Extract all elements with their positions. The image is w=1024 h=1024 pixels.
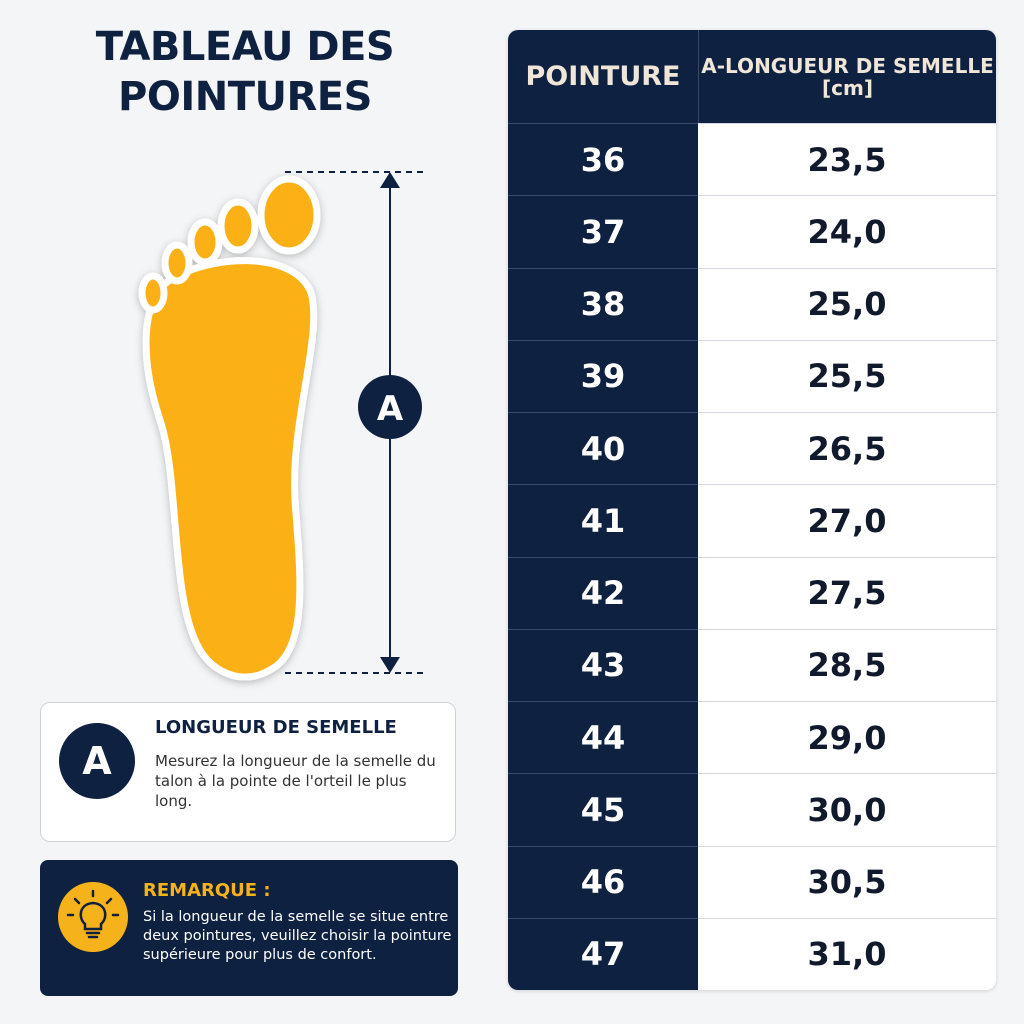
size-cell: 47 xyxy=(508,917,698,990)
size-cell: 43 xyxy=(508,628,698,701)
table-row: 36 23,5 xyxy=(508,123,996,196)
size-cell: 39 xyxy=(508,339,698,412)
size-cell: 38 xyxy=(508,267,698,340)
size-table: POINTURE A-LONGUEUR DE SEMELLE [cm] 36 23… xyxy=(508,30,996,990)
table-row: 46 30,5 xyxy=(508,845,996,918)
marker-circle xyxy=(358,375,422,439)
table-row: 45 30,0 xyxy=(508,773,996,846)
length-cell: 25,0 xyxy=(807,285,887,324)
length-cell: 29,0 xyxy=(807,718,887,757)
table-row: 44 29,0 xyxy=(508,701,996,774)
table-row: 41 27,0 xyxy=(508,484,996,557)
marker: A xyxy=(377,389,404,429)
length-cell: 28,5 xyxy=(807,646,887,685)
length-cell: 27,0 xyxy=(807,501,887,540)
size-cell: 41 xyxy=(508,484,698,557)
column-header: A-LONGUEUR DE SEMELLE [cm] xyxy=(699,30,996,123)
size-cell: 45 xyxy=(508,773,698,846)
note-box: REMARQUE : Si la longueur de la semelle … xyxy=(40,860,458,996)
length-cell: 30,0 xyxy=(807,790,887,829)
legend-badge: A xyxy=(59,723,135,799)
table-row: 42 27,5 xyxy=(508,556,996,629)
table-row: 38 25,0 xyxy=(508,267,996,340)
note-title: REMARQUE : xyxy=(143,880,271,901)
length-cell: 30,5 xyxy=(807,863,887,902)
size-cell: 36 xyxy=(508,123,698,196)
table-header: POINTURE A-LONGUEUR DE SEMELLE [cm] xyxy=(508,30,996,123)
length-cell: 25,5 xyxy=(807,357,887,396)
bulb-icon xyxy=(58,882,128,952)
table-row: 47 31,0 xyxy=(508,917,996,990)
title: TABLEAU DES POINTURES xyxy=(95,24,395,120)
bulb-glyph xyxy=(66,889,120,939)
foot xyxy=(138,175,321,681)
size-cell: 44 xyxy=(508,701,698,774)
legend-box: A LONGUEUR DE SEMELLE Mesurez la longueu… xyxy=(40,702,456,842)
length-cell: 31,0 xyxy=(807,935,887,974)
length-cell: 24,0 xyxy=(807,212,887,251)
column-header-text: A-LONGUEUR DE SEMELLE xyxy=(701,53,994,78)
size-cell: 40 xyxy=(508,412,698,485)
size-cell: 37 xyxy=(508,195,698,268)
table-row: 43 28,5 xyxy=(508,628,996,701)
note-text: Si la longueur de la semelle se situe en… xyxy=(143,909,452,963)
foot-diagram: A xyxy=(138,171,425,681)
length-cell: 26,5 xyxy=(807,429,887,468)
legend-title: LONGUEUR DE SEMELLE xyxy=(155,717,397,738)
column-header: POINTURE xyxy=(508,30,699,123)
size-cell: 46 xyxy=(508,845,698,918)
table-row: 39 25,5 xyxy=(508,339,996,412)
length-cell: 27,5 xyxy=(807,574,887,613)
legend-text: Mesurez la longueur de la semelle du tal… xyxy=(155,752,436,810)
size-cell: 42 xyxy=(508,556,698,629)
table-row: 37 24,0 xyxy=(508,195,996,268)
column-unit: [cm] xyxy=(822,75,873,100)
table-row: 40 26,5 xyxy=(508,412,996,485)
length-cell: 23,5 xyxy=(807,140,887,179)
